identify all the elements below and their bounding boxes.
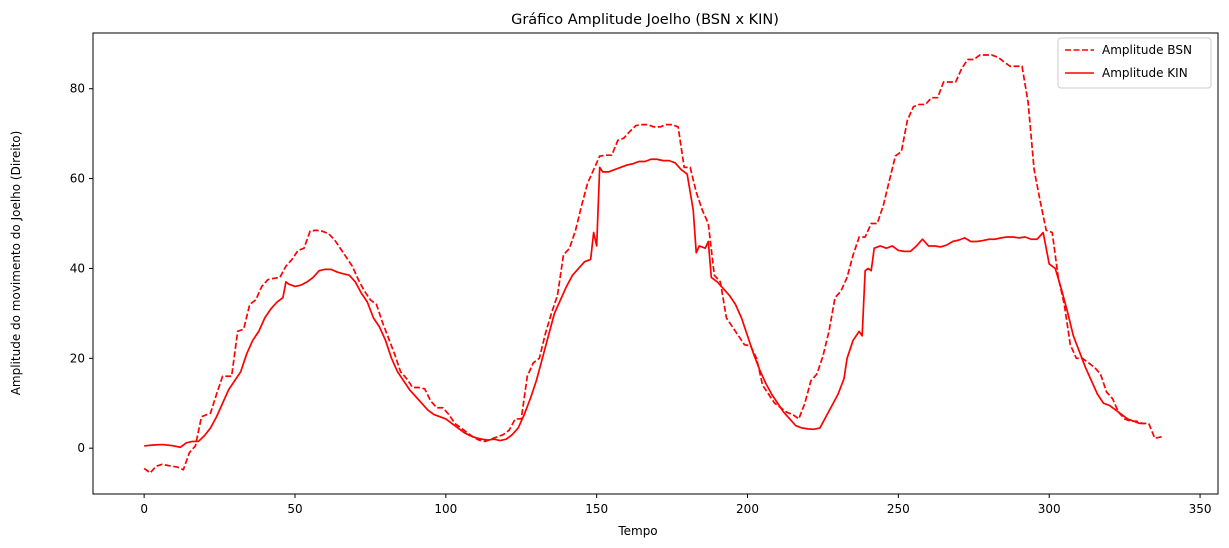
x-tick-label: 100	[434, 502, 457, 516]
series-layer	[143, 54, 1164, 474]
legend-box	[1057, 37, 1212, 89]
y-tick-label: 0	[77, 441, 85, 455]
y-axis: 0 20 40 60 80	[70, 82, 93, 455]
x-axis: 0 50 100 150 200 250 300 350	[140, 494, 1212, 516]
x-tick-label: 250	[887, 502, 910, 516]
x-axis-label: Tempo	[617, 524, 657, 538]
series-line-bsn	[143, 54, 1164, 474]
x-tick-label: 0	[140, 502, 148, 516]
plot-area	[92, 32, 1219, 495]
y-axis-label: Amplitude do movimento do Joelho (Direit…	[9, 131, 23, 396]
y-tick-label: 80	[70, 82, 85, 96]
x-tick-label: 300	[1038, 502, 1061, 516]
legend-label-kin: Amplitude KIN	[1102, 66, 1188, 80]
legend: Amplitude BSN Amplitude KIN	[1057, 37, 1212, 89]
x-tick-label: 200	[736, 502, 759, 516]
y-tick-label: 20	[70, 351, 85, 365]
plot-frame	[92, 32, 1219, 495]
y-tick-label: 40	[70, 261, 85, 275]
x-tick-label: 350	[1189, 502, 1212, 516]
x-tick-label: 150	[585, 502, 608, 516]
chart-title: Gráfico Amplitude Joelho (BSN x KIN)	[511, 12, 779, 28]
legend-label-bsn: Amplitude BSN	[1102, 43, 1192, 57]
series-line-kin	[144, 158, 1146, 449]
x-tick-label: 50	[287, 502, 302, 516]
plot-background	[93, 33, 1218, 494]
y-tick-label: 60	[70, 172, 85, 186]
